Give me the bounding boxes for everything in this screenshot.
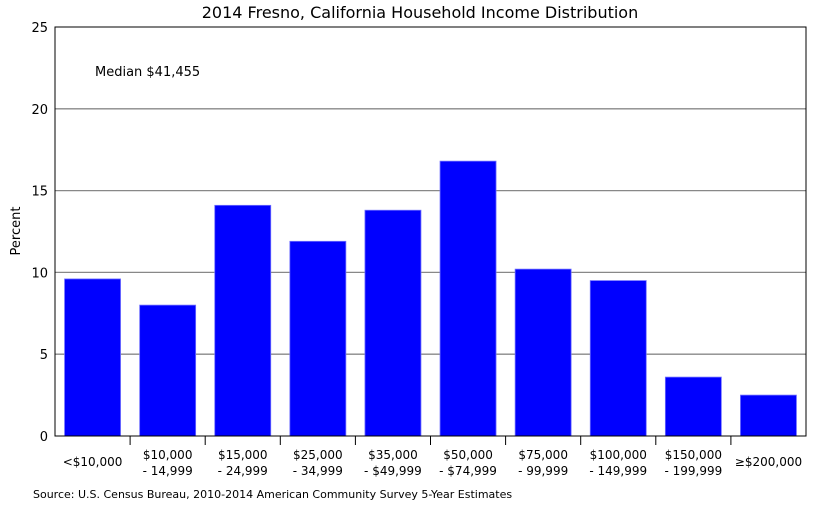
bar (740, 394, 797, 437)
x-tick-label: - $49,999 (364, 464, 422, 478)
bar (64, 278, 121, 437)
bar (364, 209, 422, 437)
x-tick-label: $75,000 (518, 448, 568, 462)
bar (139, 304, 197, 437)
bar (439, 160, 497, 437)
bar (289, 240, 347, 437)
x-tick-label: - 149,999 (589, 464, 647, 478)
x-tick-label: $25,000 (293, 448, 343, 462)
x-tick-label: ≥$200,000 (735, 455, 802, 469)
bar (664, 376, 722, 437)
y-tick-label: 0 (40, 430, 48, 445)
source-note: Source: U.S. Census Bureau, 2010-2014 Am… (33, 488, 512, 501)
y-tick-label: 15 (31, 185, 48, 200)
chart-title: 2014 Fresno, California Household Income… (202, 3, 638, 22)
y-tick-label: 10 (31, 266, 48, 281)
y-tick-label: 5 (40, 348, 48, 363)
x-tick-label: - 14,999 (143, 464, 193, 478)
y-axis-label: Percent (9, 207, 24, 256)
y-tick-label: 20 (31, 103, 48, 118)
bar (214, 204, 272, 437)
x-tick-label: $100,000 (590, 448, 647, 462)
bar (514, 268, 572, 437)
x-tick-label: <$10,000 (63, 455, 123, 469)
median-annotation: Median $41,455 (95, 65, 200, 80)
x-tick-label: - 99,999 (518, 464, 568, 478)
x-tick-label: - $74,999 (439, 464, 497, 478)
x-tick-label: $150,000 (665, 448, 722, 462)
x-tick-label: - 34,999 (293, 464, 343, 478)
x-tick-label: $35,000 (368, 448, 418, 462)
x-tick-label: - 199,999 (664, 464, 722, 478)
x-tick-label: $10,000 (143, 448, 193, 462)
x-tick-label: $15,000 (218, 448, 268, 462)
x-tick-label: - 24,999 (218, 464, 268, 478)
x-tick-label: $50,000 (443, 448, 493, 462)
bar (589, 280, 647, 437)
y-tick-label: 25 (31, 21, 48, 36)
